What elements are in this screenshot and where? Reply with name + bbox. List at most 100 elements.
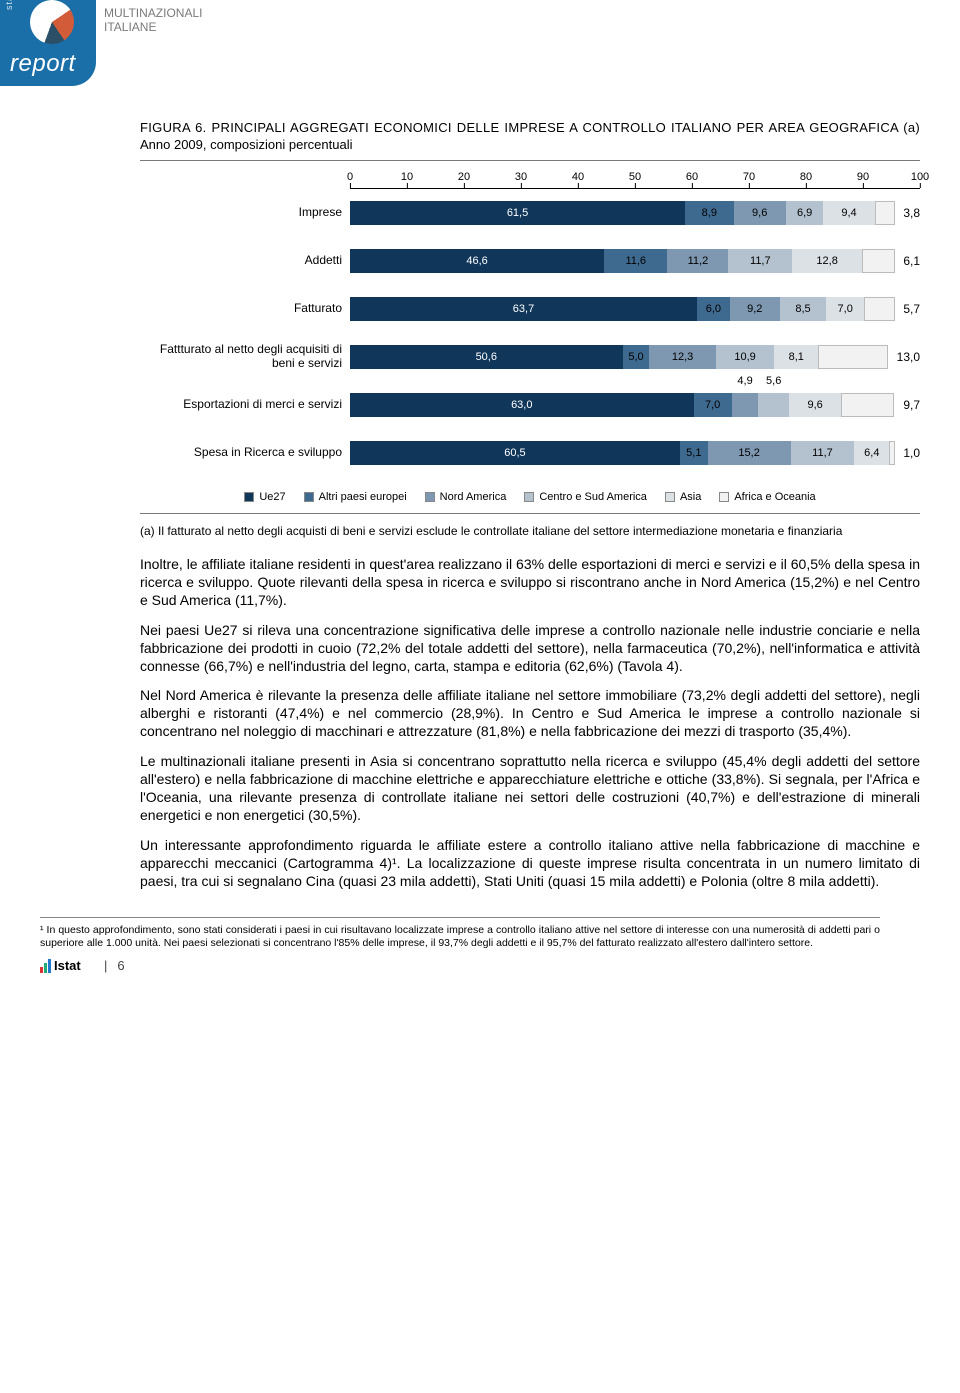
stacked-bar: 63,76,09,28,57,0 [350, 297, 895, 321]
legend-item: Africa e Oceania [719, 491, 815, 503]
brand-text: MULTINAZIONALI ITALIANE [104, 6, 202, 35]
bar-segment: 61,5 [350, 201, 685, 225]
figure-title: FIGURA 6. PRINCIPALI AGGREGATI ECONOMICI… [140, 120, 920, 135]
chart-bar-row: 60,55,115,211,76,41,0 [350, 429, 920, 477]
axis-tick: 10 [401, 171, 413, 183]
sidebar-logo-block: statistiche report MULTINAZIONALI ITALIA… [0, 0, 100, 86]
bar-segment [875, 201, 896, 225]
stacked-bar: 60,55,115,211,76,4 [350, 441, 895, 465]
legend-label: Ue27 [259, 491, 285, 503]
axis-tick: 90 [857, 171, 869, 183]
bar-segment [818, 345, 888, 369]
figure-subtitle: Anno 2009, composizioni percentuali [140, 137, 920, 152]
legend-swatch [425, 492, 435, 502]
page-number-sep: | [104, 958, 107, 973]
chart-bar-row: 63,07,04,95,69,69,7 [350, 381, 920, 429]
stacked-bar-chart: ImpreseAddettiFatturatoFattturato al net… [140, 171, 920, 477]
brand-line-2: ITALIANE [104, 20, 202, 34]
chart-row-label: Fatturato [140, 285, 342, 333]
body-paragraph: Inoltre, le affiliate italiane residenti… [140, 556, 920, 610]
logo-word: report [10, 50, 76, 78]
bar-segment: 8,5 [780, 297, 826, 321]
bar-segment: 63,7 [350, 297, 697, 321]
bar-segment: 8,1 [774, 345, 818, 369]
axis-tick: 60 [686, 171, 698, 183]
axis-tick: 0 [347, 171, 353, 183]
bar-segment: 11,7 [728, 249, 792, 273]
body-paragraph: Un interessante approfondimento riguarda… [140, 837, 920, 891]
bar-segment: 9,6 [734, 201, 786, 225]
logo-pie-icon [22, 6, 82, 42]
bar-segment: 6,9 [786, 201, 824, 225]
bar-end-value: 9,7 [895, 398, 920, 412]
bar-segment: 6,4 [854, 441, 889, 465]
chart-bars: 61,58,99,66,99,43,846,611,611,211,712,86… [350, 189, 920, 477]
bar-segment: 11,6 [604, 249, 667, 273]
stacked-bar: 50,65,012,310,98,1 [350, 345, 889, 369]
bar-segment: 11,7 [791, 441, 855, 465]
bar-segment [841, 393, 894, 417]
bar-segment: 12,3 [649, 345, 715, 369]
figure-rule-bottom [140, 513, 920, 514]
chart-bar-row: 46,611,611,211,712,86,1 [350, 237, 920, 285]
axis-tick: 50 [629, 171, 641, 183]
logo-sidetext: statistiche [4, 0, 14, 10]
chart-legend: Ue27 Altri paesi europei Nord America Centr… [140, 491, 920, 503]
figure-footnote-a: (a) Il fatturato al netto degli acquisti… [140, 524, 920, 538]
chart-bar-row: 61,58,99,66,99,43,8 [350, 189, 920, 237]
bar-segment: 12,8 [792, 249, 862, 273]
bar-segment: 9,4 [823, 201, 874, 225]
axis-tick: 40 [572, 171, 584, 183]
bar-segment: 10,9 [716, 345, 775, 369]
bar-segment: 8,9 [685, 201, 733, 225]
istat-logo: Istat [40, 956, 94, 976]
istat-bars-icon [40, 959, 51, 973]
chart-row-label: Imprese [140, 189, 342, 237]
legend-label: Asia [680, 491, 701, 503]
bar-segment: 7,0 [694, 393, 732, 417]
body-paragraph: Nel Nord America è rilevante la presenza… [140, 687, 920, 741]
bar-segment: 15,2 [708, 441, 791, 465]
legend-item: Altri paesi europei [304, 491, 407, 503]
brand-line-1: MULTINAZIONALI [104, 6, 202, 20]
bar-segment [889, 441, 894, 465]
figure-rule-top [140, 160, 920, 161]
page-footnote: ¹ In questo approfondimento, sono stati … [40, 917, 880, 950]
bar-segment: 6,0 [697, 297, 730, 321]
legend-item: Asia [665, 491, 701, 503]
legend-label: Nord America [440, 491, 507, 503]
chart-row-label: Esportazioni di merci e servizi [140, 381, 342, 429]
bar-segment: 7,0 [826, 297, 864, 321]
chart-row-labels: ImpreseAddettiFatturatoFattturato al net… [140, 171, 350, 477]
bar-end-value: 6,1 [895, 254, 920, 268]
bar-segment [864, 297, 895, 321]
chart-row-label: Addetti [140, 237, 342, 285]
chart-bar-row: 63,76,09,28,57,05,7 [350, 285, 920, 333]
bar-segment: 5,1 [680, 441, 708, 465]
chart-bar-row: 50,65,012,310,98,113,0 [350, 333, 920, 381]
legend-item: Ue27 [244, 491, 285, 503]
chart-area: 0102030405060708090100 61,58,99,66,99,43… [350, 171, 920, 477]
istat-text: Istat [54, 958, 81, 973]
axis-tick: 20 [458, 171, 470, 183]
legend-label: Centro e Sud America [539, 491, 647, 503]
axis-tick: 100 [911, 171, 929, 183]
chart-row-label: Fattturato al netto degli acquisiti di b… [140, 333, 342, 381]
bar-end-value: 1,0 [895, 446, 920, 460]
body-paragraph: Le multinazionali italiane presenti in A… [140, 753, 920, 825]
stacked-bar: 61,58,99,66,99,4 [350, 201, 895, 225]
bar-segment: 9,6 [789, 393, 841, 417]
legend-swatch [524, 492, 534, 502]
bar-end-value: 3,8 [895, 206, 920, 220]
chart-axis-top: 0102030405060708090100 [350, 171, 920, 189]
bar-segment: 50,6 [350, 345, 623, 369]
legend-swatch [719, 492, 729, 502]
bar-end-value: 5,7 [895, 302, 920, 316]
bar-end-value: 13,0 [889, 350, 920, 364]
axis-tick: 70 [743, 171, 755, 183]
page-footer: Istat | 6 [40, 956, 920, 976]
axis-tick: 30 [515, 171, 527, 183]
legend-label: Africa e Oceania [734, 491, 815, 503]
axis-tick: 80 [800, 171, 812, 183]
report-logo: statistiche report [0, 0, 96, 86]
